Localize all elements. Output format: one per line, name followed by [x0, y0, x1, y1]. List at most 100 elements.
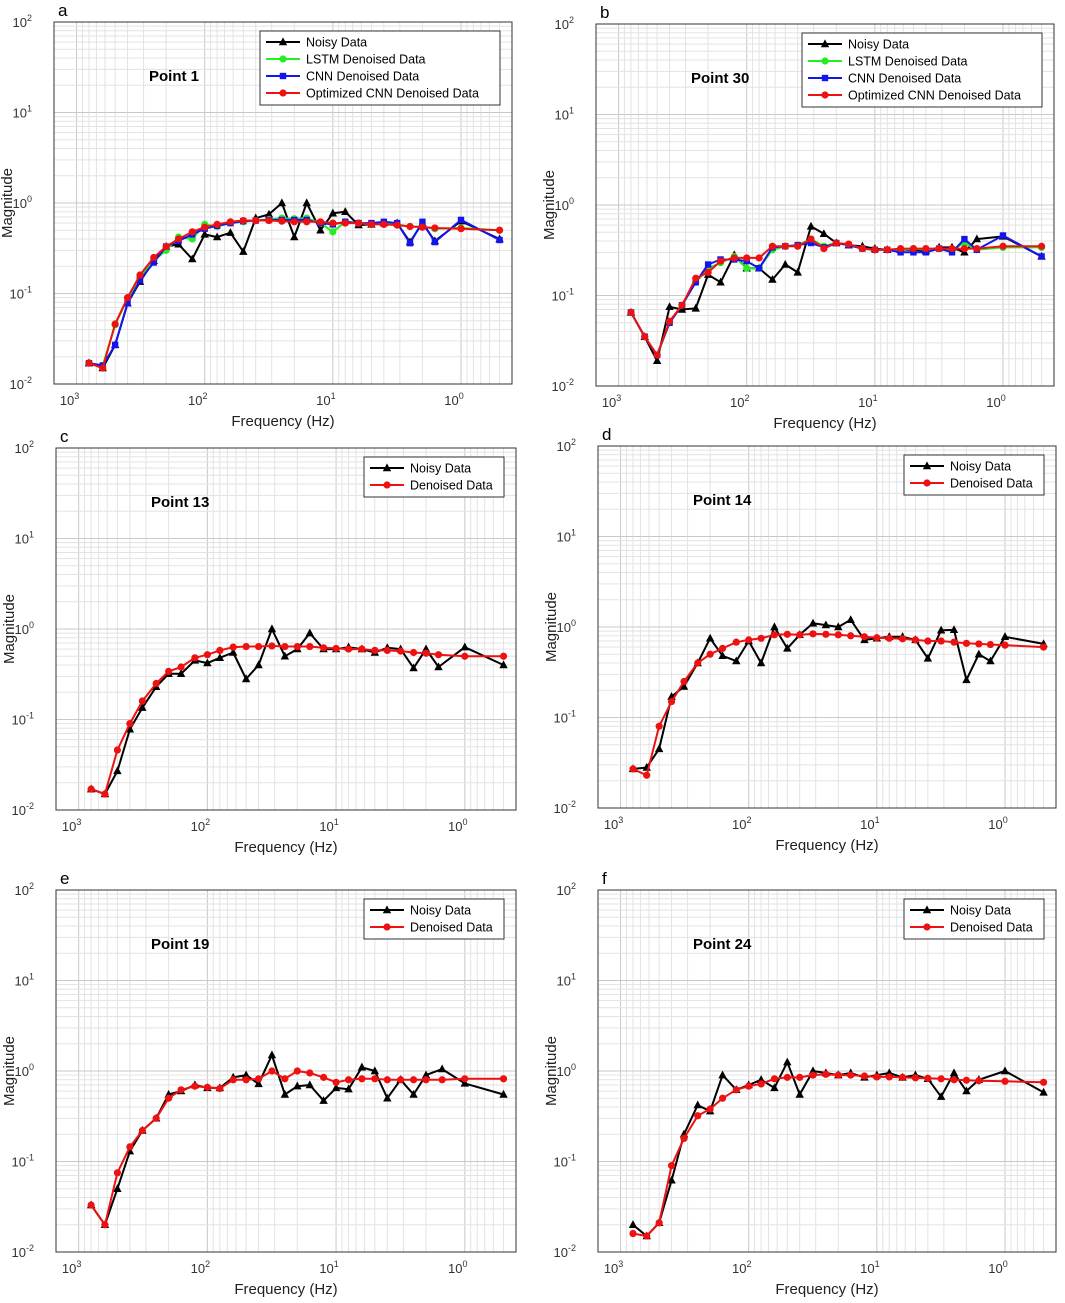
- legend-swatch-marker: [279, 89, 287, 97]
- legend-entry: Noisy Data: [370, 462, 471, 476]
- data-point: [962, 1076, 971, 1084]
- data-point: [216, 1084, 224, 1093]
- x-tick-label: 101: [316, 391, 335, 408]
- x-tick-exponent: 2: [746, 815, 751, 825]
- y-tick-exponent: 0: [571, 618, 576, 628]
- grid: [598, 446, 1056, 808]
- data-point: [281, 1075, 289, 1083]
- data-point: [949, 1068, 959, 1077]
- data-point: [358, 645, 366, 653]
- data-point: [718, 651, 727, 660]
- x-axis-label: Frequency (Hz): [775, 837, 878, 854]
- data-point: [113, 766, 122, 775]
- data-point: [745, 1082, 753, 1090]
- data-point: [254, 1079, 263, 1088]
- data-point: [898, 1073, 907, 1081]
- data-point: [496, 236, 503, 244]
- data-point: [1039, 1078, 1048, 1086]
- data-point: [499, 1075, 508, 1083]
- data-point: [419, 218, 426, 225]
- series-denoised-data: [87, 1067, 508, 1229]
- data-point: [911, 636, 920, 644]
- legend: Noisy Data Denoised Data: [363, 898, 505, 940]
- data-point: [499, 1089, 508, 1098]
- data-point: [316, 225, 325, 234]
- y-tick-exponent: 2: [571, 437, 576, 447]
- y-tick-label: 10-2: [10, 375, 32, 392]
- y-tick-label: 101: [557, 528, 576, 545]
- x-tick-exponent: 1: [875, 815, 880, 825]
- legend-swatch-marker: [922, 461, 932, 470]
- data-point: [667, 1162, 676, 1170]
- y-tick-label: 10-1: [554, 1153, 576, 1170]
- data-point: [138, 1126, 146, 1135]
- data-point: [212, 232, 222, 241]
- data-point: [986, 640, 995, 649]
- y-tick-label: 10-2: [554, 799, 576, 816]
- data-point: [200, 229, 209, 238]
- data-point: [422, 649, 430, 657]
- y-axis-label: Magnitude: [543, 592, 560, 662]
- data-point: [229, 1076, 237, 1084]
- data-point: [174, 235, 183, 243]
- data-point: [757, 1080, 765, 1088]
- data-point: [495, 226, 504, 234]
- data-point: [972, 234, 982, 243]
- data-point: [860, 1072, 869, 1080]
- x-axis-label: Frequency (Hz): [773, 415, 876, 432]
- legend-label: Noisy Data: [950, 460, 1011, 474]
- data-point: [885, 1073, 893, 1081]
- data-point: [936, 625, 946, 634]
- y-axis-label: Magnitude: [1, 1036, 18, 1106]
- data-point: [409, 1089, 418, 1098]
- legend-label: Noisy Data: [950, 904, 1011, 918]
- data-point: [705, 633, 715, 642]
- data-point: [460, 642, 469, 651]
- legend-swatch-marker: [382, 463, 392, 472]
- data-point: [280, 651, 290, 660]
- data-point: [924, 637, 932, 645]
- y-tick-label: 10-1: [10, 285, 32, 302]
- data-point: [409, 1076, 418, 1084]
- panel-title: Point 14: [693, 492, 752, 509]
- data-point: [165, 667, 173, 676]
- data-point: [871, 246, 879, 254]
- data-point: [188, 254, 197, 263]
- data-point: [1037, 242, 1046, 250]
- data-point: [242, 642, 250, 651]
- data-point: [819, 229, 829, 238]
- data-point: [331, 1083, 341, 1092]
- x-tick-label: 100: [988, 1259, 1007, 1276]
- data-point: [252, 216, 260, 225]
- legend: Noisy Data Denoised Data: [903, 898, 1045, 940]
- data-point: [821, 620, 831, 629]
- legend-label: Denoised Data: [950, 477, 1033, 491]
- x-tick-exponent: 3: [616, 393, 621, 403]
- y-tick-exponent: -2: [566, 377, 574, 387]
- data-point: [290, 218, 298, 226]
- data-point: [846, 615, 855, 624]
- data-point: [975, 640, 983, 648]
- legend: Noisy Data Denoised Data: [903, 454, 1045, 496]
- x-tick-label: 102: [188, 391, 207, 408]
- data-point: [743, 254, 751, 262]
- data-point: [834, 622, 843, 631]
- data-point: [328, 208, 338, 217]
- x-tick-label: 102: [732, 1259, 751, 1276]
- legend-entry: Noisy Data: [910, 460, 1011, 474]
- data-point: [367, 220, 376, 229]
- data-point: [268, 642, 276, 650]
- data-point: [910, 249, 917, 256]
- data-point: [85, 359, 93, 367]
- data-point: [999, 242, 1007, 250]
- legend: Noisy Data Denoised Data: [363, 456, 505, 498]
- y-tick-exponent: -1: [568, 1153, 576, 1163]
- data-point: [755, 265, 763, 272]
- x-tick-exponent: 3: [618, 815, 623, 825]
- data-point: [986, 656, 995, 665]
- legend-entry: CNN Denoised Data: [808, 72, 961, 86]
- data-point: [152, 679, 160, 688]
- legend: Noisy Data LSTM Denoised Data CNN Denoised…: [259, 30, 501, 106]
- data-point: [290, 232, 299, 241]
- y-tick-exponent: -2: [24, 375, 32, 385]
